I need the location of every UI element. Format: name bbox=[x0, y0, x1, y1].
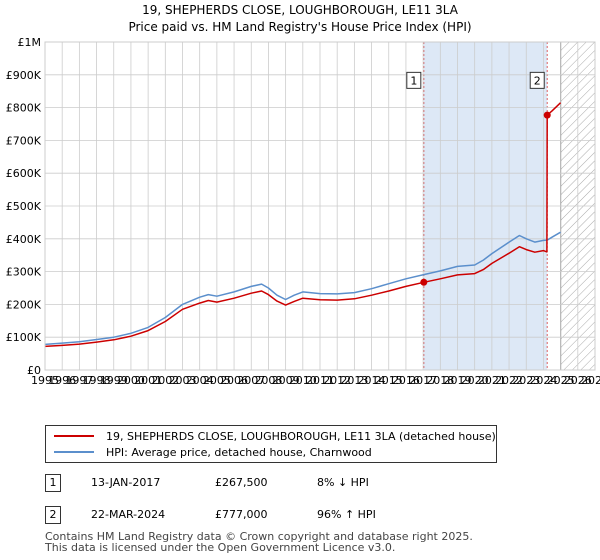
x-tick-label: 2023 bbox=[512, 374, 540, 387]
y-tick-label: £500K bbox=[6, 200, 42, 213]
transaction-date: 22-MAR-2024 bbox=[91, 508, 166, 521]
chart-title-line1: 19, SHEPHERDS CLOSE, LOUGHBOROUGH, LE11 … bbox=[142, 3, 458, 17]
x-tick-label: 2014 bbox=[358, 374, 386, 387]
legend-swatch-blue bbox=[54, 451, 94, 453]
x-tick-label: 2019 bbox=[444, 374, 472, 387]
x-tick-label: 2025 bbox=[547, 374, 575, 387]
transaction-hpi-diff: 96% ↑ HPI bbox=[317, 508, 376, 521]
x-tick-label: 2000 bbox=[117, 374, 145, 387]
x-tick-label: 2015 bbox=[375, 374, 403, 387]
y-tick-label: £400K bbox=[6, 233, 42, 246]
legend-label-hpi: HPI: Average price, detached house, Char… bbox=[106, 445, 372, 459]
x-tick-label: 2008 bbox=[254, 374, 282, 387]
x-tick-label: 2024 bbox=[529, 374, 557, 387]
x-tick-label: 2026 bbox=[564, 374, 592, 387]
x-tick-label: 2003 bbox=[169, 374, 197, 387]
hpi-series-line bbox=[44, 231, 561, 346]
transaction-price: £777,000 bbox=[215, 508, 268, 521]
y-tick-label: £0 bbox=[27, 364, 41, 377]
x-tick-label: 2021 bbox=[478, 374, 506, 387]
transaction-hpi-diff: 8% ↓ HPI bbox=[317, 476, 369, 489]
x-tick-label: 2018 bbox=[426, 374, 454, 387]
x-tick-label: 2006 bbox=[220, 374, 248, 387]
x-tick-label: 2013 bbox=[340, 374, 368, 387]
x-tick-label: 2002 bbox=[151, 374, 179, 387]
y-tick-label: £600K bbox=[6, 167, 42, 180]
x-tick-label: 2022 bbox=[495, 374, 523, 387]
transaction-date: 13-JAN-2017 bbox=[91, 476, 161, 489]
x-tick-label: 2010 bbox=[289, 374, 317, 387]
sale-label-box bbox=[529, 71, 545, 89]
x-tick-label: 2011 bbox=[306, 374, 334, 387]
sale-point bbox=[420, 278, 428, 286]
transaction-price: £267,500 bbox=[215, 476, 268, 489]
property-series-line bbox=[44, 102, 562, 348]
footer-licence: This data is licensed under the Open Gov… bbox=[45, 541, 396, 554]
x-tick-label: 2016 bbox=[392, 374, 420, 387]
x-tick-label: 2005 bbox=[203, 374, 231, 387]
x-tick-label: 2020 bbox=[461, 374, 489, 387]
footer: Contains HM Land Registry data © Crown c… bbox=[45, 531, 473, 553]
transaction-number-box: 2 bbox=[45, 506, 61, 524]
sale-point bbox=[543, 111, 551, 119]
transaction-number-box: 1 bbox=[45, 474, 61, 492]
x-tick-label: 2001 bbox=[134, 374, 162, 387]
price-chart: 1 2 £0 £100K £200K £300K £400K £500K £600K £700K… bbox=[6, 36, 600, 387]
y-tick-label: £700K bbox=[6, 134, 42, 147]
y-tick-label: £1M bbox=[18, 36, 42, 49]
legend-label-property: 19, SHEPHERDS CLOSE, LOUGHBOROUGH, LE11 … bbox=[106, 429, 496, 443]
x-tick-label: 1999 bbox=[100, 374, 128, 387]
footer-copyright: Contains HM Land Registry data © Crown c… bbox=[45, 530, 473, 543]
y-tick-label: £300K bbox=[6, 266, 42, 279]
sale-label-number: 2 bbox=[534, 74, 541, 87]
x-tick-label: 1995 bbox=[31, 374, 59, 387]
x-tick-label: 1998 bbox=[83, 374, 111, 387]
x-tick-label: 2027 bbox=[581, 374, 600, 387]
y-tick-label: £200K bbox=[6, 298, 42, 311]
x-tick-label: 1996 bbox=[48, 374, 76, 387]
y-tick-label: £900K bbox=[6, 69, 42, 82]
x-tick-label: 2009 bbox=[272, 374, 300, 387]
y-tick-label: £100K bbox=[6, 331, 42, 344]
sale-label-box bbox=[406, 71, 422, 89]
x-tick-label: 2017 bbox=[409, 374, 437, 387]
sale-label-number: 1 bbox=[410, 74, 417, 87]
x-tick-label: 2007 bbox=[237, 374, 265, 387]
x-tick-label: 2004 bbox=[186, 374, 214, 387]
x-tick-label: 1997 bbox=[65, 374, 93, 387]
plot-border bbox=[44, 41, 596, 371]
x-tick-label: 2012 bbox=[323, 374, 351, 387]
legend-item-hpi: HPI: Average price, detached house, Char… bbox=[54, 444, 372, 460]
legend: 19, SHEPHERDS CLOSE, LOUGHBOROUGH, LE11 … bbox=[45, 425, 497, 463]
y-tick-label: £800K bbox=[6, 102, 42, 115]
legend-swatch-red bbox=[54, 435, 94, 437]
legend-item-property: 19, SHEPHERDS CLOSE, LOUGHBOROUGH, LE11 … bbox=[54, 428, 496, 444]
chart-title-line2: Price paid vs. HM Land Registry's House … bbox=[128, 20, 472, 34]
